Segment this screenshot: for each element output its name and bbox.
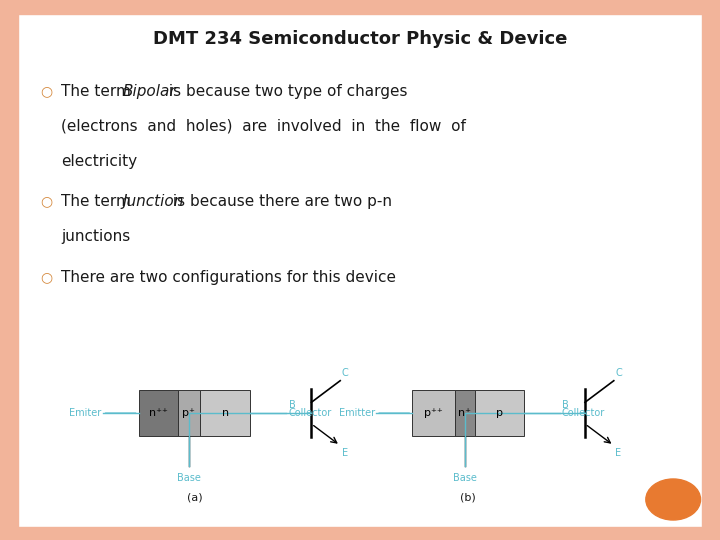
Text: ○: ○ (41, 194, 53, 208)
Text: electricity: electricity (61, 154, 138, 169)
Circle shape (646, 479, 701, 520)
Text: Emiter: Emiter (69, 408, 101, 418)
Text: n⁺⁺: n⁺⁺ (149, 408, 168, 418)
FancyBboxPatch shape (178, 390, 200, 436)
Text: There are two configurations for this device: There are two configurations for this de… (61, 270, 396, 285)
Text: ○: ○ (41, 84, 53, 98)
Text: Base: Base (177, 473, 201, 483)
Text: Junction: Junction (122, 194, 184, 210)
Text: C: C (342, 368, 348, 378)
Text: Collector: Collector (288, 408, 332, 418)
Text: DMT 234 Semiconductor Physic & Device: DMT 234 Semiconductor Physic & Device (153, 30, 567, 48)
Text: E: E (615, 448, 621, 458)
Text: is because there are two p-n: is because there are two p-n (168, 194, 392, 210)
Text: Collector: Collector (562, 408, 606, 418)
Text: The term: The term (61, 84, 136, 99)
Text: n: n (222, 408, 229, 418)
Text: C: C (615, 368, 622, 378)
Text: junctions: junctions (61, 230, 130, 245)
Text: E: E (342, 448, 348, 458)
Bar (702, 0, 720, 540)
Bar (0, 0, 18, 540)
Bar (0, 526, 720, 540)
Text: n⁺: n⁺ (458, 408, 471, 418)
Text: Emitter: Emitter (338, 408, 374, 418)
FancyBboxPatch shape (454, 390, 474, 436)
Text: B: B (562, 400, 569, 410)
Text: The term: The term (61, 194, 136, 210)
Text: is because two type of charges: is because two type of charges (164, 84, 408, 99)
FancyBboxPatch shape (138, 390, 178, 436)
Text: B: B (289, 400, 296, 410)
Text: (electrons  and  holes)  are  involved  in  the  flow  of: (electrons and holes) are involved in th… (61, 119, 466, 134)
Bar (0, 0, 720, 14)
FancyBboxPatch shape (200, 390, 251, 436)
Text: p⁺⁺: p⁺⁺ (424, 408, 443, 418)
FancyBboxPatch shape (474, 390, 524, 436)
Text: p⁺: p⁺ (182, 408, 195, 418)
FancyBboxPatch shape (412, 390, 454, 436)
Text: (a): (a) (186, 492, 202, 503)
Text: Base: Base (453, 473, 477, 483)
Text: (b): (b) (460, 492, 476, 503)
Text: ○: ○ (41, 270, 53, 284)
Text: Bipolar: Bipolar (122, 84, 176, 99)
Text: p: p (496, 408, 503, 418)
